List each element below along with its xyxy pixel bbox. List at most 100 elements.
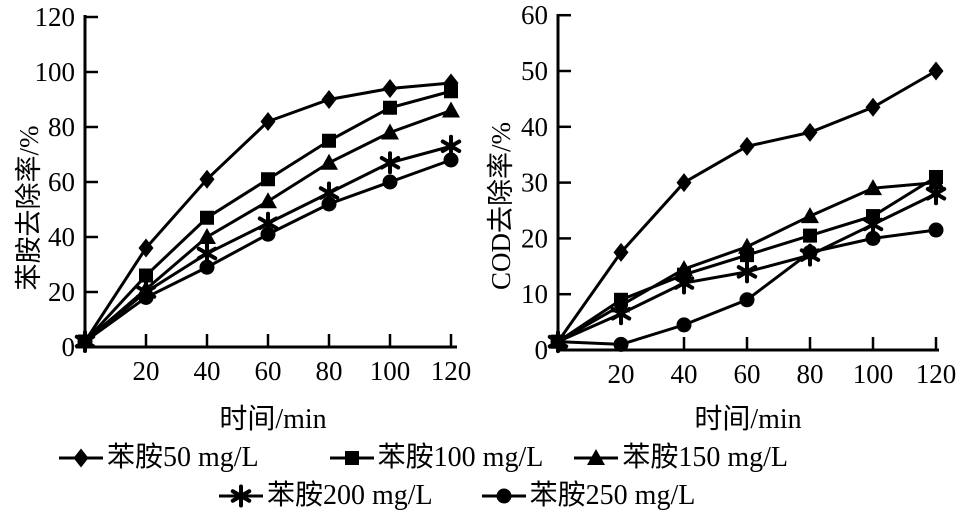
legend-marker-sample bbox=[329, 451, 374, 465]
diamond-marker-icon bbox=[676, 173, 692, 193]
series-circle bbox=[77, 152, 459, 349]
right-y-axis-title: COD去除率/% bbox=[486, 122, 516, 290]
legend-label: 苯胺50 mg/L bbox=[107, 442, 259, 473]
circle-marker-icon bbox=[321, 196, 337, 212]
left-y-axis-title: 苯胺去除率/% bbox=[14, 125, 44, 291]
legend-label: 苯胺200 mg/L bbox=[267, 480, 433, 511]
diamond-marker-icon bbox=[802, 122, 818, 142]
charts-canvas: 0 20 40 60 80 100 120 20 40 60 80 100 120 0 10 20 30 40 50… bbox=[35, 0, 957, 389]
legend: 苯胺50 mg/L 苯胺100 mg/L 苯胺150 mg/L 苯胺200 mg/L 苯… bbox=[0, 441, 958, 513]
y-tick-label: 30 bbox=[521, 168, 548, 198]
y-tick-label: 100 bbox=[35, 57, 76, 87]
diamond-marker-icon bbox=[321, 90, 337, 109]
legend-label: 苯胺100 mg/L bbox=[377, 442, 544, 473]
circle-marker-icon bbox=[928, 222, 944, 238]
y-tick-label: 20 bbox=[48, 277, 75, 307]
circle-marker-icon bbox=[676, 317, 692, 333]
triangle-marker-icon bbox=[927, 173, 945, 190]
asterisk-marker-icon bbox=[379, 151, 401, 175]
circle-marker-icon bbox=[260, 226, 276, 242]
triangle-marker-icon bbox=[738, 237, 756, 254]
asterisk-marker-icon bbox=[736, 260, 758, 284]
triangle-marker-icon bbox=[675, 260, 693, 277]
y-tick-label: 60 bbox=[521, 0, 548, 30]
triangle-marker-icon bbox=[801, 207, 819, 224]
legend-marker-sample bbox=[219, 484, 263, 508]
y-tick-label: 40 bbox=[48, 222, 75, 252]
diamond-marker-icon bbox=[138, 238, 154, 258]
legend-item: 苯胺200 mg/L bbox=[218, 479, 433, 513]
circle-marker-icon bbox=[443, 152, 459, 168]
y-tick-label: 80 bbox=[48, 112, 75, 142]
legend-item: 苯胺50 mg/L bbox=[58, 441, 259, 475]
square-marker-icon bbox=[261, 172, 275, 187]
legend-item: 苯胺150 mg/L bbox=[573, 441, 788, 475]
circle-marker-icon bbox=[739, 292, 755, 308]
asterisk-marker-icon bbox=[610, 302, 632, 326]
x-tick-label: 40 bbox=[194, 356, 221, 386]
y-tick-label: 0 bbox=[62, 332, 76, 362]
diamond-marker-icon bbox=[865, 97, 881, 117]
triangle-marker-icon bbox=[864, 179, 882, 196]
asterisk-marker-icon bbox=[925, 182, 947, 206]
legend-row: 苯胺200 mg/L 苯胺250 mg/L bbox=[218, 479, 958, 513]
diamond-marker-icon bbox=[382, 79, 398, 98]
square-marker-icon bbox=[200, 210, 214, 225]
square-marker-icon bbox=[444, 84, 458, 99]
circle-marker-icon bbox=[802, 244, 818, 260]
circle-marker-icon bbox=[865, 230, 881, 246]
square-marker-icon bbox=[803, 228, 817, 243]
y-tick-label: 0 bbox=[535, 335, 549, 365]
asterisk-marker-icon bbox=[862, 212, 884, 236]
x-tick-label: 20 bbox=[608, 359, 635, 389]
triangle-marker-icon bbox=[381, 123, 399, 140]
y-tick-label: 40 bbox=[521, 112, 548, 142]
diamond-marker-icon bbox=[73, 448, 89, 468]
y-tick-label: 10 bbox=[521, 279, 548, 309]
diamond-marker-icon bbox=[739, 136, 755, 156]
diamond-marker-icon bbox=[260, 112, 276, 131]
legend-marker-sample bbox=[481, 488, 526, 504]
right-x-axis-title: 时间/min bbox=[694, 404, 802, 435]
series-square bbox=[551, 170, 943, 349]
x-tick-label: 60 bbox=[255, 356, 282, 386]
x-tick-label: 120 bbox=[916, 359, 957, 389]
legend-item: 苯胺250 mg/L bbox=[481, 479, 696, 513]
circle-marker-icon bbox=[382, 174, 398, 190]
left-x-axis-title: 时间/min bbox=[219, 404, 327, 435]
square-marker-icon bbox=[322, 133, 336, 148]
x-tick-label: 60 bbox=[734, 359, 761, 389]
circle-marker-icon bbox=[199, 259, 215, 275]
legend-marker-sample bbox=[574, 449, 619, 465]
series-circle bbox=[550, 222, 944, 352]
y-tick-label: 50 bbox=[521, 56, 548, 86]
diamond-marker-icon bbox=[613, 242, 629, 262]
square-marker-icon bbox=[383, 100, 397, 115]
diamond-marker-icon bbox=[928, 61, 944, 81]
left-chart-aniline-removal: 0 20 40 60 80 100 120 20 40 60 80 100 120 bbox=[35, 2, 472, 386]
series-asterisk bbox=[74, 134, 462, 353]
x-tick-label: 20 bbox=[133, 356, 160, 386]
asterisk-marker-icon bbox=[230, 484, 252, 508]
asterisk-marker-icon bbox=[673, 271, 695, 295]
y-tick-label: 60 bbox=[48, 167, 75, 197]
triangle-marker-icon bbox=[587, 449, 606, 465]
legend-row: 苯胺50 mg/L 苯胺100 mg/L 苯胺150 mg/L bbox=[58, 441, 958, 475]
circle-marker-icon bbox=[77, 334, 93, 349]
square-marker-icon bbox=[139, 268, 153, 283]
legend-label: 苯胺250 mg/L bbox=[529, 480, 696, 511]
legend-item: 苯胺100 mg/L bbox=[329, 441, 544, 475]
y-tick-label: 20 bbox=[521, 223, 548, 253]
circle-marker-icon bbox=[550, 334, 566, 350]
square-marker-icon bbox=[344, 451, 359, 465]
x-tick-label: 100 bbox=[370, 356, 411, 386]
x-tick-label: 100 bbox=[853, 359, 894, 389]
legend-label: 苯胺150 mg/L bbox=[622, 442, 789, 473]
triangle-marker-icon bbox=[320, 153, 338, 170]
series-line bbox=[84, 158, 452, 343]
triangle-marker-icon bbox=[442, 101, 460, 118]
x-tick-label: 40 bbox=[671, 359, 698, 389]
circle-marker-icon bbox=[138, 290, 154, 305]
diamond-marker-icon bbox=[199, 169, 215, 189]
